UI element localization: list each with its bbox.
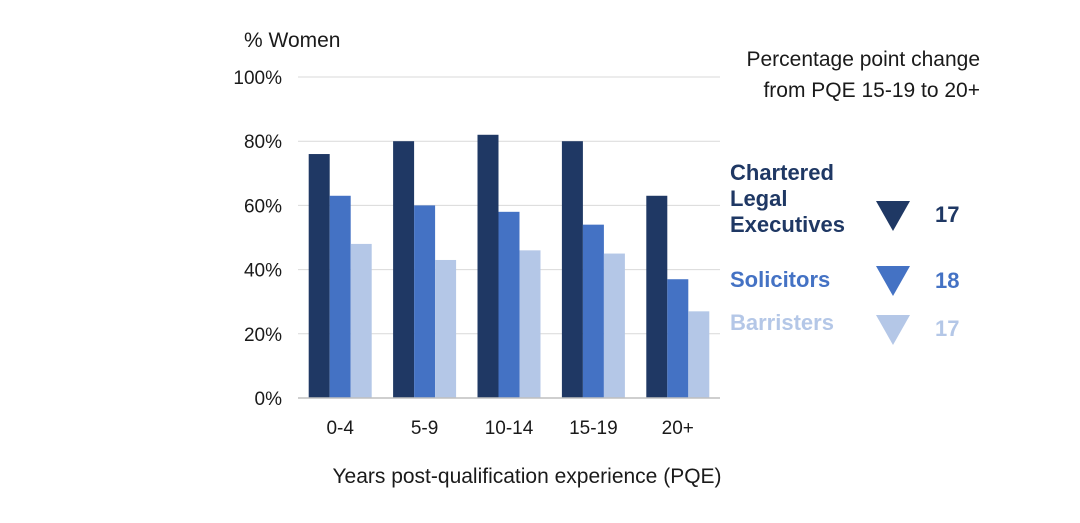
legend-item-solicitors: Solicitors 18 <box>730 265 980 301</box>
legend-title: Percentage point change from PQE 15-19 t… <box>746 48 980 102</box>
y-axis-ticks: 0% 20% 40% 60% 80% 100% <box>233 68 282 410</box>
x-axis-title: Years post-qualification experience (PQE… <box>332 465 721 488</box>
legend-label: Solicitors <box>730 267 831 292</box>
bar <box>329 195 351 398</box>
legend-change-value: 17 <box>935 202 960 227</box>
bar <box>393 141 415 398</box>
bar <box>350 243 372 398</box>
bar <box>477 134 499 398</box>
x-tick-label: 5-9 <box>411 418 438 439</box>
y-tick-label: 20% <box>244 325 282 346</box>
y-tick-label: 40% <box>244 261 282 282</box>
bar <box>435 259 457 398</box>
y-tick-label: 60% <box>244 196 282 217</box>
legend-label: Barristers <box>730 310 834 335</box>
y-tick-label: 0% <box>255 389 283 410</box>
y-axis-title: % Women <box>244 29 340 52</box>
legend-change-value: 17 <box>935 316 960 341</box>
x-tick-label: 0-4 <box>326 418 354 439</box>
bar <box>414 205 436 398</box>
legend-item-barristers: Barristers 17 <box>730 308 980 345</box>
legend-item-chartered-legal-executives: Chartered Legal Executives 17 <box>730 160 980 240</box>
bar <box>519 250 541 398</box>
x-tick-label: 10-14 <box>485 418 534 439</box>
bar <box>603 253 625 398</box>
bars <box>308 134 710 398</box>
x-tick-label: 15-19 <box>569 418 618 439</box>
bar <box>498 211 520 398</box>
down-triangle-icon <box>876 266 910 296</box>
bar <box>582 224 604 398</box>
bar <box>667 279 689 398</box>
bar <box>308 154 330 398</box>
x-tick-label: 20+ <box>662 418 694 439</box>
legend: Percentage point change from PQE 15-19 t… <box>700 40 990 400</box>
y-tick-label: 80% <box>244 132 282 153</box>
down-triangle-icon <box>876 315 910 345</box>
bar <box>561 141 583 398</box>
bar <box>688 311 710 398</box>
x-axis-ticks: 0-4 5-9 10-14 15-19 20+ <box>326 418 693 439</box>
legend-change-value: 18 <box>935 268 960 293</box>
down-triangle-icon <box>876 201 910 231</box>
bar <box>646 195 668 398</box>
legend-label: Chartered Legal Executives <box>730 160 845 237</box>
y-tick-label: 100% <box>233 68 282 89</box>
